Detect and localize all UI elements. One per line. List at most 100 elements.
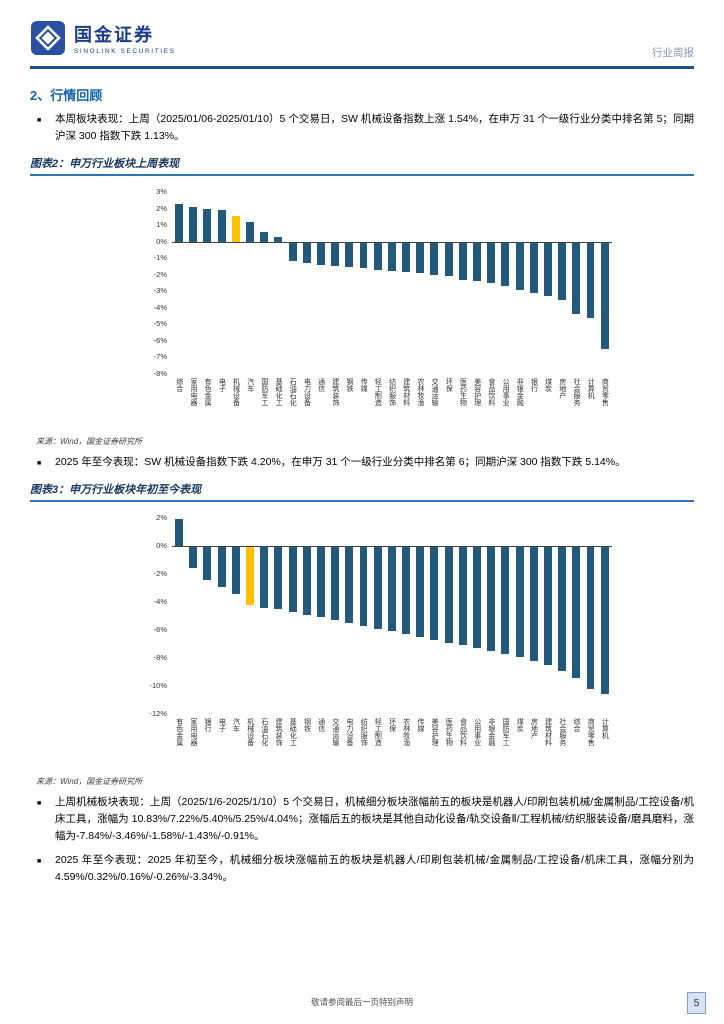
x-axis-category-label: 银行	[204, 718, 212, 732]
bar	[473, 546, 481, 649]
bar	[373, 546, 382, 629]
bar	[430, 241, 439, 275]
bar	[458, 241, 467, 280]
bar	[515, 241, 524, 290]
x-axis-category-label: 医药生物	[459, 378, 467, 406]
bar	[260, 546, 269, 608]
bar	[217, 546, 226, 587]
bar	[331, 546, 340, 621]
y-axis-tick-label: 0%	[156, 541, 167, 550]
bar	[260, 231, 269, 242]
y-axis-tick-label: -3%	[153, 286, 167, 296]
plot-area	[172, 192, 612, 374]
x-axis-category-label: 社会服务	[558, 718, 566, 746]
x-axis-category-label: 计算机	[587, 378, 595, 399]
bar	[515, 546, 524, 657]
x-axis-category-label: 汽车	[246, 378, 254, 392]
bar	[203, 546, 212, 580]
bar	[501, 241, 510, 287]
page-content: 2、行情回顾 ■ 本周板块表现：上周（2025/01/06-2025/01/10…	[0, 85, 724, 886]
y-axis-tick-label: -12%	[149, 709, 167, 718]
x-axis-line	[172, 241, 612, 243]
y-axis: 2% 0% -2% -4% -6% -8% -10% -12%	[142, 514, 172, 717]
bar	[543, 546, 552, 665]
y-axis-tick-label: -2%	[153, 269, 167, 279]
x-axis-category-label: 机械设备	[232, 378, 240, 406]
x-axis-category-label: 国防军工	[260, 378, 268, 406]
plot-area	[172, 518, 612, 714]
bar	[600, 241, 609, 350]
bar	[274, 236, 283, 242]
bar	[558, 546, 567, 671]
bullet-text: 本周板块表现：上周（2025/01/06-2025/01/10）5 个交易日，S…	[55, 113, 694, 142]
x-axis-category-label: 公用事业	[473, 718, 481, 746]
bar	[458, 546, 467, 646]
bar	[430, 546, 439, 640]
brand: 国金证券 SINOLINK SECURITIES	[30, 20, 176, 61]
bar	[302, 546, 311, 615]
x-axis-category-label: 公用事业	[502, 378, 510, 406]
y-axis: 3% 2% 1% 0% -1% -2% -3% -4% -5% -6% -7% -8%	[142, 188, 172, 377]
bar	[359, 546, 368, 626]
x-axis-category-label: 轻工制造	[374, 378, 382, 406]
x-axis-category-label: 农林牧渔	[402, 718, 410, 746]
y-axis-tick-label: -4%	[153, 597, 167, 606]
y-axis-tick-label: -10%	[149, 681, 167, 690]
bar	[231, 546, 240, 594]
y-axis-tick-label: 2%	[156, 513, 167, 522]
bar	[501, 546, 510, 654]
highlighted-bar	[231, 216, 240, 242]
x-axis-category-label: 房地产	[530, 718, 538, 739]
x-axis-category-label: 非银金融	[516, 378, 524, 406]
plot-column: 有色金属 家用电器 银行 电子 汽车 机械设备 石油石化 建筑装饰 基础化工 钢铁 通信 交通运输 电力…	[172, 518, 612, 770]
bullet-item: ■ 2025 年至今表现：SW 机械设备指数下跌 4.20%，在申万 31 个一…	[30, 454, 694, 471]
bar	[416, 241, 425, 274]
y-axis-tick-label: -6%	[153, 625, 167, 634]
source-note: 来源：Wind，国金证券研究所	[36, 437, 143, 446]
x-axis-category-label: 食品饮料	[459, 718, 467, 746]
bar	[487, 546, 496, 651]
bullet-marker-icon: ■	[37, 460, 42, 467]
x-axis-category-label: 汽车	[232, 718, 240, 732]
bar	[387, 546, 396, 632]
bar	[175, 519, 184, 546]
x-axis-category-label: 基础化工	[275, 378, 283, 406]
x-axis-category-label: 钢铁	[303, 718, 311, 732]
y-axis-tick-label: 1%	[156, 220, 167, 230]
bar	[274, 546, 283, 609]
x-axis-category-label: 国防军工	[502, 718, 510, 746]
bar	[359, 241, 368, 269]
bar	[444, 546, 453, 643]
page-header: 国金证券 SINOLINK SECURITIES 行业周报	[0, 0, 724, 66]
bar	[316, 546, 325, 618]
x-axis-category-label: 纺织服饰	[360, 718, 368, 746]
y-axis-tick-label: -1%	[153, 253, 167, 263]
bar	[586, 546, 595, 689]
brand-text: 国金证券 SINOLINK SECURITIES	[74, 25, 176, 55]
x-axis-category-label: 电力设备	[303, 378, 311, 406]
bar	[175, 203, 184, 242]
y-axis-tick-label: 3%	[156, 187, 167, 196]
bar	[558, 241, 567, 300]
bar	[345, 241, 354, 268]
source-note: 来源：Wind，国金证券研究所	[36, 777, 143, 786]
x-axis-category-label: 家用电器	[189, 378, 197, 406]
x-axis-category-label: 石油石化	[260, 718, 268, 746]
x-axis-labels: 综合 家用电器 有色金属 电子 机械设备 汽车 国防军工 基础化工 石油石化 电力设备 通信 建筑装饰…	[172, 378, 612, 430]
x-axis-category-label: 建筑材料	[544, 718, 552, 746]
x-axis-category-label: 美容护理	[431, 718, 439, 746]
bar	[316, 241, 325, 265]
x-axis-category-label: 钢铁	[346, 378, 354, 392]
x-axis-category-label: 美容护理	[473, 378, 481, 406]
bar	[387, 241, 396, 272]
bullet-marker-icon: ■	[37, 800, 42, 807]
x-axis-category-label: 石油石化	[289, 378, 297, 406]
x-axis-category-label: 食品饮料	[487, 378, 495, 406]
bullet-item: ■ 2025 年至今表现：2025 年初至今，机械细分板块涨幅前五的板块是机器人…	[30, 852, 694, 886]
x-axis-category-label: 建筑装饰	[331, 378, 339, 406]
y-axis-tick-label: -5%	[153, 319, 167, 329]
x-axis-category-label: 煤炭	[544, 378, 552, 392]
x-axis-category-label: 环保	[388, 718, 396, 732]
sinolink-logo-icon	[30, 20, 66, 61]
x-axis-category-label: 商贸零售	[587, 718, 595, 746]
